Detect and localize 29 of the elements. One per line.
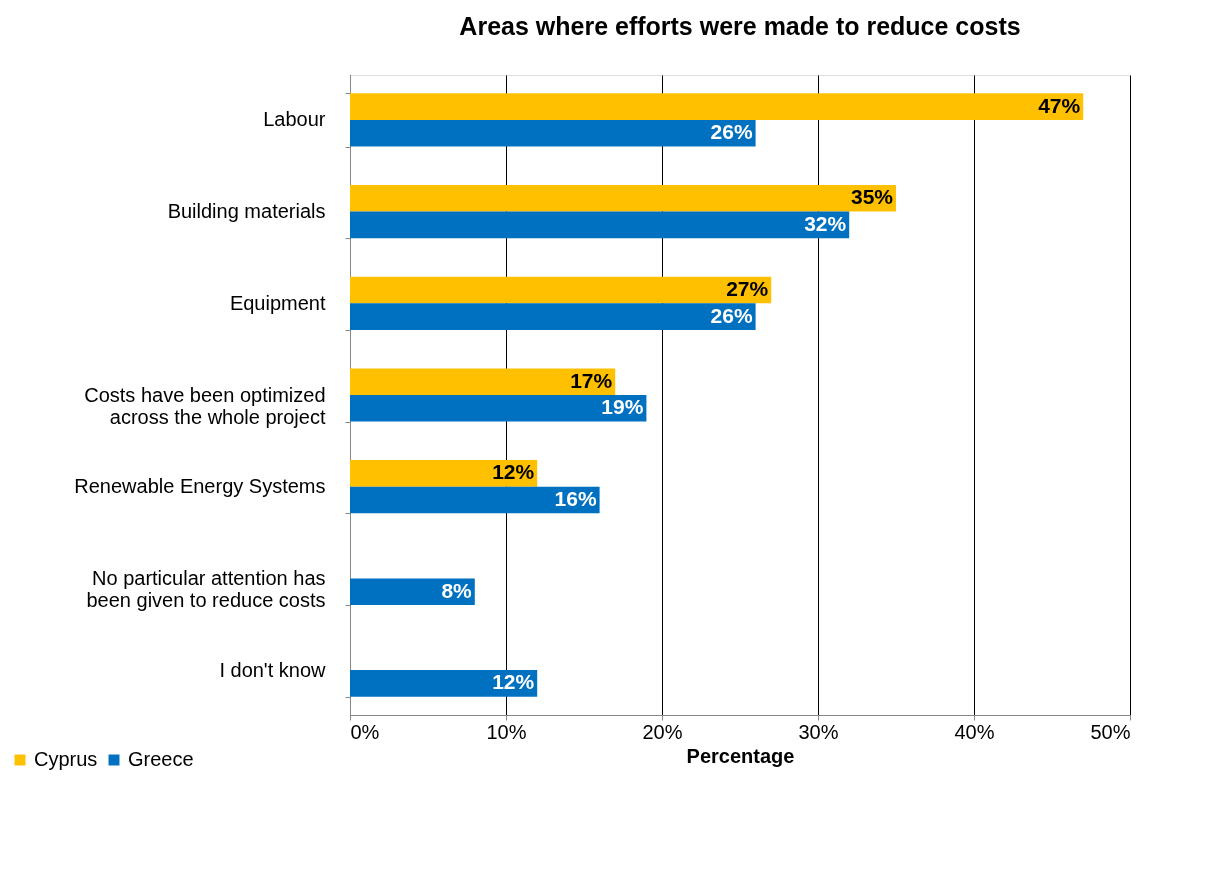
data-label: 26% (710, 120, 753, 144)
x-tick-label: 20% (642, 720, 683, 743)
data-label: 35% (850, 185, 894, 209)
data-label: 17% (570, 368, 613, 392)
y-tick-label: Renewable Energy Systems (74, 475, 326, 498)
data-label: 47% (1038, 93, 1081, 117)
chart-title: Areas where efforts were made to reduce costs (459, 12, 1021, 40)
x-tick-label: 40% (954, 720, 995, 743)
y-tick-label: Labour (263, 108, 326, 131)
legend-label: Greece (128, 748, 194, 770)
data-label: 8% (441, 578, 473, 602)
data-label: 12% (492, 460, 535, 484)
data-label: 32% (804, 211, 847, 235)
data-label: 12% (492, 670, 535, 694)
data-label: 16% (554, 486, 597, 510)
y-tick-label: I don't know (219, 658, 327, 681)
x-tick-label: 30% (798, 720, 839, 743)
data-label: 26% (710, 303, 753, 327)
x-axis-title: Percentage (686, 744, 795, 767)
y-tick-label: No particular attention has been given to reduce costs (86, 566, 326, 611)
legend-label: Cyprus (34, 748, 98, 770)
y-tick-label: Building materials (167, 200, 326, 223)
y-tick-label: Equipment (229, 291, 326, 314)
data-label: 27% (726, 277, 769, 301)
data-label: 19% (601, 395, 644, 419)
y-tick-label: Costs have been optimized across the whole project (84, 383, 326, 428)
x-tick-label: 10% (486, 720, 527, 743)
x-tick-label: 0% (350, 720, 380, 743)
x-tick-label: 50% (1090, 720, 1131, 743)
